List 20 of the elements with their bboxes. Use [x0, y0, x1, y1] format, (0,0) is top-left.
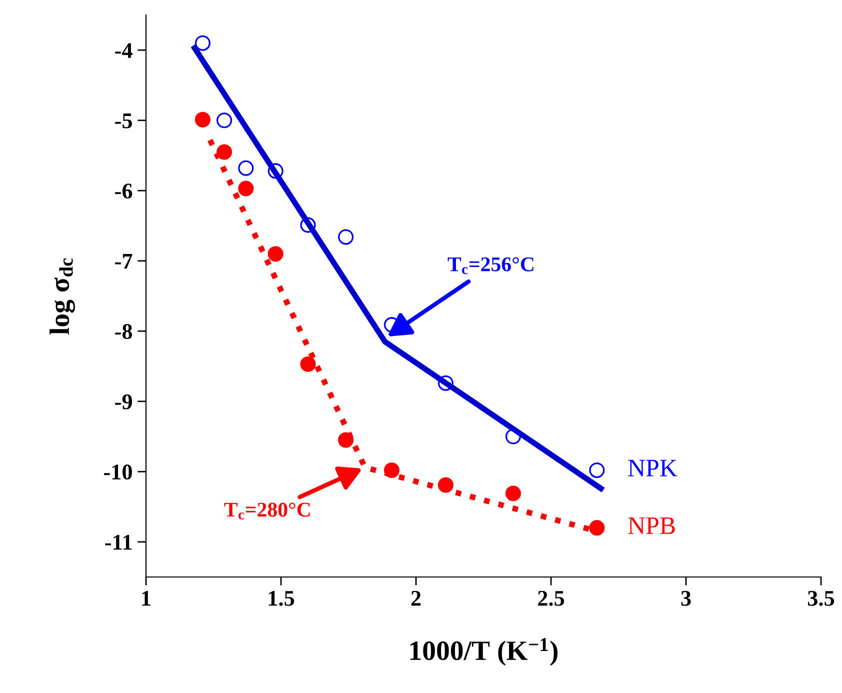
y-tick-label: -8 — [115, 324, 132, 340]
y-tick-label: -11 — [105, 534, 132, 550]
y-tick-label: -6 — [115, 184, 132, 199]
x-tick-label: 2 — [411, 590, 421, 606]
x-tick-label: 1.5 — [268, 590, 294, 606]
y-axis-title: log σ$_{dc}$ — [50, 258, 75, 334]
x-tick-label: 3 — [681, 590, 691, 606]
y-tick-label: -9 — [115, 394, 132, 410]
x-axis-title: 1000/T (K$^{−1}$) — [410, 638, 558, 666]
y-tick-label: -5 — [115, 114, 132, 128]
x-tick-label: 1 — [142, 590, 150, 606]
y-tick-label: -10 — [104, 464, 132, 480]
y-tick-label: -7 — [115, 254, 132, 269]
annotation: T$_{c}$=280°C — [224, 502, 310, 520]
x-tick-label: 3.5 — [808, 590, 834, 606]
series-label: NPK — [628, 460, 678, 476]
series-label: NPB — [628, 517, 675, 534]
annotation: T$_{c}$=256°C — [448, 257, 534, 274]
x-tick-label: 2.5 — [538, 590, 564, 606]
y-tick-label: -4 — [115, 43, 132, 58]
